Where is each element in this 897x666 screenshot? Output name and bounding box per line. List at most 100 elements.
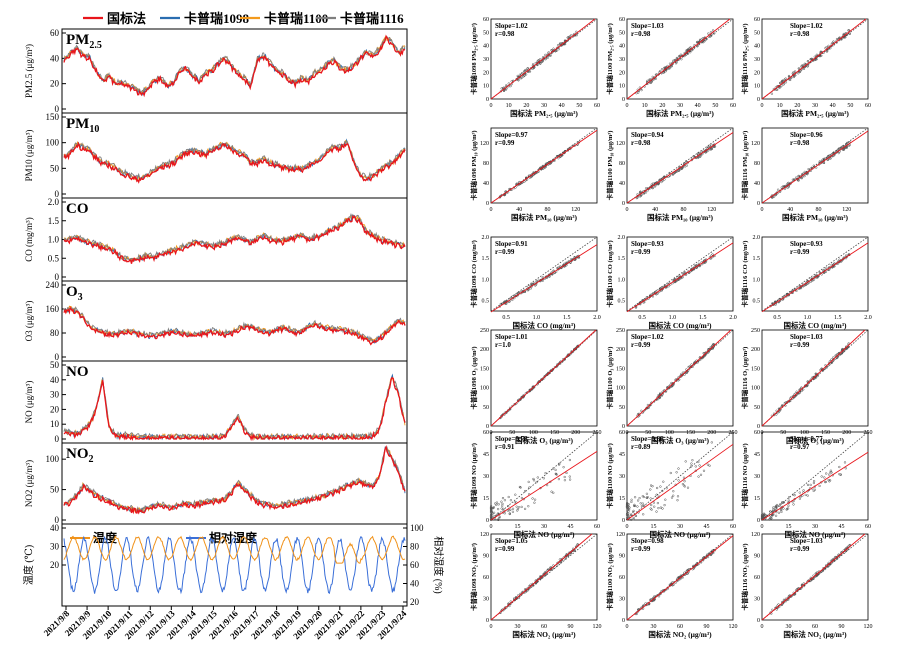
scatter-point <box>697 460 700 464</box>
ytick-right-label: 20 <box>410 597 420 607</box>
scatter-point <box>675 57 678 60</box>
panel-ylabel: CO (mg/m³) <box>24 217 34 261</box>
scatter-xtick-label: 0 <box>490 524 493 530</box>
scatter-point <box>636 499 640 502</box>
scatter-ytick-label: 0.5 <box>482 298 490 304</box>
scatter-point <box>649 484 653 487</box>
scatter-point <box>685 164 688 167</box>
fit-line <box>761 130 869 204</box>
scatter-ytick-label: 40 <box>754 44 760 50</box>
scatter-point <box>776 88 779 91</box>
scatter-frame <box>490 431 598 521</box>
scatter-ytick-label: 0 <box>622 201 625 207</box>
scatter-point <box>629 518 633 521</box>
scatter-point <box>553 271 556 275</box>
scatter-ytick-label: 90 <box>619 554 625 560</box>
scatter-r: r=0.99 <box>790 545 810 553</box>
scatter-point <box>525 590 528 593</box>
scatter-xtick-label: 60 <box>865 524 871 530</box>
panel-frame <box>61 28 408 114</box>
scatter-ytick-label: 60 <box>619 575 625 581</box>
scatter-point <box>711 253 714 256</box>
scatter-xtick-label: 0 <box>626 624 629 630</box>
scatter-PM10-2: 0 40 80 120 0 40 80 120 Slope=0.96r=0.98 国标法 PM₁₀… <box>740 127 869 222</box>
scatter-point <box>632 516 635 520</box>
scatter-point <box>645 496 649 500</box>
scatter-point <box>835 37 839 41</box>
scatter-point <box>653 598 656 602</box>
scatter-point <box>818 484 821 488</box>
scatter-point <box>503 499 507 502</box>
scatter-point <box>833 265 836 268</box>
scatter-ytick-label: 120 <box>616 141 625 147</box>
scatter-ytick-label: 20 <box>754 70 760 76</box>
scatter-ytick-label: 0 <box>757 424 760 430</box>
scatter-point <box>539 575 542 578</box>
scatter-frame <box>490 18 598 100</box>
ytick-label: 0 <box>55 272 60 282</box>
scatter-point <box>847 342 850 345</box>
scatter-point <box>697 475 700 478</box>
scatter-O3-1: 0 50 100 150 200 250050100150200250Slope=1.02… <box>605 328 738 445</box>
scatter-point <box>838 473 841 476</box>
scatter-point <box>661 489 664 493</box>
scatter-r: r=0.99 <box>790 341 810 349</box>
scatter-point <box>787 504 790 507</box>
scatter-xtick-label: 60 <box>730 524 736 530</box>
scatter-frame <box>626 236 734 312</box>
scatter-point <box>707 348 710 351</box>
scatter-O3-0: 0 50 100 150 200 250050100150200250Slope=1.01… <box>469 328 602 445</box>
scatter-point <box>699 358 702 362</box>
scatter-xtick-label: 10 <box>642 103 648 109</box>
scatter-point <box>820 54 823 57</box>
scatter-point <box>809 280 812 283</box>
scatter-point <box>681 482 685 486</box>
scatter-point <box>511 510 515 513</box>
scatter-ytick-label: 30 <box>619 597 625 603</box>
scatter-point <box>787 596 791 599</box>
scatter-point <box>779 81 782 85</box>
scatter-point <box>642 504 646 507</box>
scatter-point <box>809 277 812 280</box>
scatter-point <box>844 467 847 470</box>
scatter-point <box>701 37 705 40</box>
scatter-xtick-label: 120 <box>593 624 602 630</box>
scatter-point <box>665 487 668 490</box>
series-line <box>63 446 406 514</box>
ytick-label: 50 <box>50 163 60 173</box>
scatter-CO-0: 0.5 1.0 1.5 2.0 0.5 1.0 1.5 2.0 Slope=0.91r=0.99… <box>469 235 601 330</box>
scatter-xtick-label: 15 <box>786 524 792 530</box>
scatter-point <box>514 493 517 496</box>
scatter-point <box>777 407 781 410</box>
scatter-point <box>838 465 841 469</box>
scatter-point <box>796 179 800 182</box>
scatter-point <box>557 266 560 269</box>
scatter-point <box>785 508 788 511</box>
scatter-xtick-label: 100 <box>529 430 538 436</box>
scatter-point <box>668 171 671 175</box>
scatter-r: r=0.97 <box>790 443 810 451</box>
scatter-point <box>555 364 559 367</box>
scatter-point <box>667 285 670 288</box>
scatter-point <box>657 595 661 598</box>
panel-pm25: 0 20 40 60 PM2.5 PM2.5 (μg/m³) <box>24 28 408 114</box>
scatter-point <box>650 503 653 507</box>
scatter-point <box>830 361 833 365</box>
scatter-PM2.5-0: 0 10 20 30 40 50 60 0 10 20 30 40 50 60 Slope=1.02r=0.… <box>469 17 600 118</box>
scatter-point <box>501 502 504 506</box>
met-ylabel-left: 温度 (℃) <box>22 545 35 585</box>
panel-title: CO <box>66 201 89 217</box>
scatter-point <box>690 363 693 366</box>
scatter-ytick-label: 60 <box>619 17 625 23</box>
scatter-xtick-label: 1.5 <box>699 315 707 321</box>
scatter-point <box>798 491 801 494</box>
scatter-point <box>664 498 667 501</box>
scatter-point <box>634 514 637 517</box>
fit-line <box>761 242 869 313</box>
scatter-point <box>645 496 648 499</box>
scatter-slope: Slope=0.91 <box>495 240 528 248</box>
scatter-PM2.5-2: 0 10 20 30 40 50 60 0 10 20 30 40 50 60 Slope=1.02r=0.… <box>740 17 871 118</box>
scatter-point <box>677 479 680 482</box>
scatter-point <box>800 386 803 389</box>
scatter-xtick-label: 120 <box>707 207 716 213</box>
